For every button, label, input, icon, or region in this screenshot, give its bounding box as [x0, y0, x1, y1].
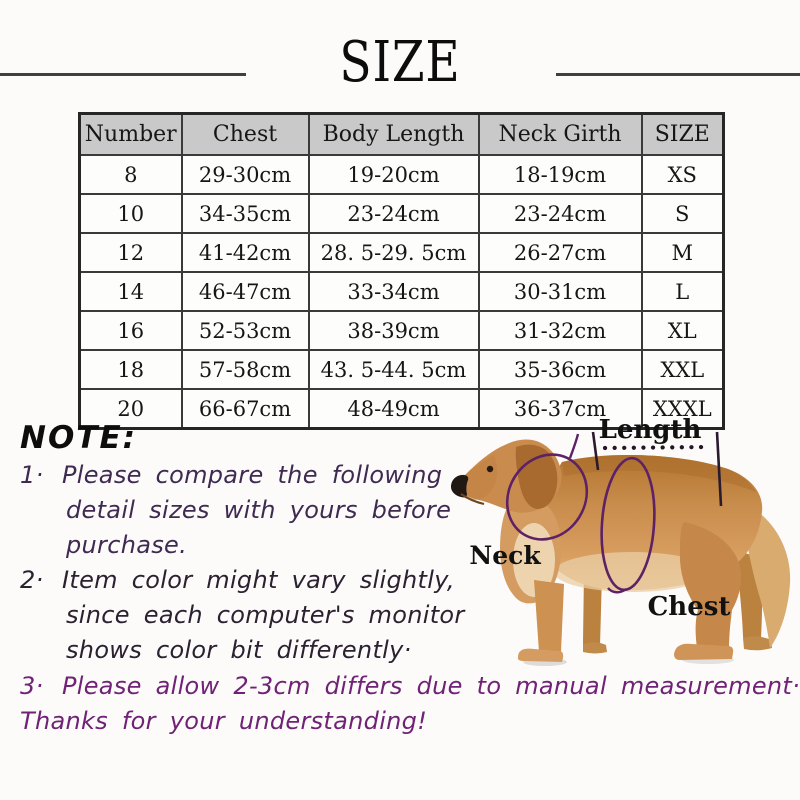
table-cell: XS — [640, 154, 725, 195]
page-title: SIZE — [339, 30, 461, 95]
dog-ear — [515, 444, 558, 509]
table-cell: 20 — [78, 388, 183, 430]
table-cell: XL — [640, 310, 725, 351]
table-row: 12 41-42cm 28. 5-29. 5cm 26-27cm M — [78, 232, 725, 273]
dog-front-paw — [517, 648, 564, 662]
note-line-text: detail sizes with yours before — [66, 496, 452, 524]
table-cell: 35-36cm — [477, 349, 643, 390]
table-cell: 57-58cm — [180, 349, 310, 390]
table-row: 16 52-53cm 38-39cm 31-32cm XL — [78, 310, 725, 351]
note-line-text: shows color bit differently· — [66, 636, 412, 664]
column-header-chest: Chest — [180, 112, 310, 156]
table-row: 8 29-30cm 19-20cm 18-19cm XS — [78, 154, 725, 195]
table-cell: M — [640, 232, 725, 273]
table-cell: 66-67cm — [180, 388, 310, 430]
length-dotted-line — [602, 444, 713, 451]
column-header-size: SIZE — [640, 112, 725, 156]
note-line-text: Thanks for your understanding! — [20, 707, 428, 735]
note-line: 1· Please compare the following — [20, 461, 442, 489]
dog-nose — [451, 475, 469, 498]
table-cell: 29-30cm — [180, 154, 310, 195]
table-cell: 46-47cm — [180, 271, 310, 312]
title-rule-left — [0, 73, 246, 76]
table-cell: 14 — [78, 271, 183, 312]
neck-measure-end — [568, 433, 580, 459]
note-line-text: Please allow 2-3cm differs due to manual… — [62, 672, 800, 700]
table-cell: 26-27cm — [477, 232, 643, 273]
dog-measure-diagram — [451, 431, 791, 666]
note-line-text: Please compare the following — [62, 461, 443, 489]
chest-label: Chest — [647, 592, 731, 622]
table-cell: 31-32cm — [477, 310, 643, 351]
table-cell: 41-42cm — [180, 232, 310, 273]
table-cell: 23-24cm — [307, 193, 480, 234]
table-cell: 19-20cm — [307, 154, 480, 195]
table-row: 20 66-67cm 48-49cm 36-37cm XXXL — [78, 388, 725, 430]
note-item-number: 2· — [20, 566, 44, 594]
note-line: 3· Please allow 2-3cm differs due to manu… — [20, 672, 800, 700]
note-line: shows color bit differently· — [66, 636, 412, 664]
dog-front-leg — [534, 580, 564, 652]
note-line: Thanks for your understanding! — [20, 707, 427, 735]
note-line: purchase. — [66, 531, 187, 559]
column-header-body-length: Body Length — [307, 112, 480, 156]
table-cell: S — [640, 193, 725, 234]
dog-illustration — [440, 412, 800, 668]
table-cell: 16 — [78, 310, 183, 351]
table-header-row: Number Chest Body Length Neck Girth SIZE — [78, 112, 725, 156]
column-header-number: Number — [78, 112, 183, 156]
dog-tail — [743, 504, 791, 648]
chest-measure-end — [607, 587, 627, 594]
table-cell: 12 — [78, 232, 183, 273]
table-row: 14 46-47cm 33-34cm 30-31cm L — [78, 271, 725, 312]
table-cell: XXL — [640, 349, 725, 390]
dog-chest-fur — [513, 523, 555, 597]
neck-measure-ellipse — [505, 453, 589, 541]
dog-eye — [486, 465, 494, 473]
table-cell: 18 — [78, 349, 183, 390]
table-cell: 30-31cm — [477, 271, 643, 312]
title-rule-right — [556, 73, 800, 76]
note-line: since each computer's monitor — [66, 601, 465, 629]
length-tick-right — [715, 431, 723, 507]
length-tick-left — [591, 431, 600, 471]
table-row: 10 34-35cm 23-24cm 23-24cm S — [78, 193, 725, 234]
note-line: 2· Item color might vary slightly, — [20, 566, 455, 594]
table-row: 18 57-58cm 43. 5-44. 5cm 35-36cm XXL — [78, 349, 725, 390]
table-cell: 34-35cm — [180, 193, 310, 234]
table-cell: 48-49cm — [307, 388, 480, 430]
dog-hind-paw — [674, 643, 734, 660]
note-item-number: 3· — [20, 672, 44, 700]
size-table: Number Chest Body Length Neck Girth SIZE… — [78, 112, 725, 430]
dog-far-hind-paw — [743, 636, 772, 651]
length-label: Length — [598, 415, 702, 445]
column-header-neck-girth: Neck Girth — [477, 112, 643, 156]
note-heading: NOTE: — [20, 420, 138, 456]
note-line-text: Item color might vary slightly, — [62, 566, 455, 594]
dog-belly-fur — [554, 552, 710, 592]
table-cell: 18-19cm — [477, 154, 643, 195]
table-cell: 10 — [78, 193, 183, 234]
note-line-text: since each computer's monitor — [66, 601, 465, 629]
table-cell: 43. 5-44. 5cm — [307, 349, 480, 390]
dog-mouth — [460, 493, 485, 505]
table-cell: 28. 5-29. 5cm — [307, 232, 480, 273]
note-item-number: 1· — [20, 461, 44, 489]
table-cell: 38-39cm — [307, 310, 480, 351]
dog-hind-leg — [679, 522, 742, 648]
dog-far-front-paw — [583, 642, 607, 654]
table-cell: 8 — [78, 154, 183, 195]
table-cell: 52-53cm — [180, 310, 310, 351]
table-cell: 33-34cm — [307, 271, 480, 312]
neck-label: Neck — [469, 541, 541, 570]
table-cell: XXXL — [640, 388, 725, 430]
note-line: detail sizes with yours before — [66, 496, 451, 524]
dog-back-shading — [562, 454, 756, 492]
table-cell: L — [640, 271, 725, 312]
table-cell: 36-37cm — [477, 388, 643, 430]
table-cell: 23-24cm — [477, 193, 643, 234]
note-line-text: purchase. — [66, 531, 188, 559]
